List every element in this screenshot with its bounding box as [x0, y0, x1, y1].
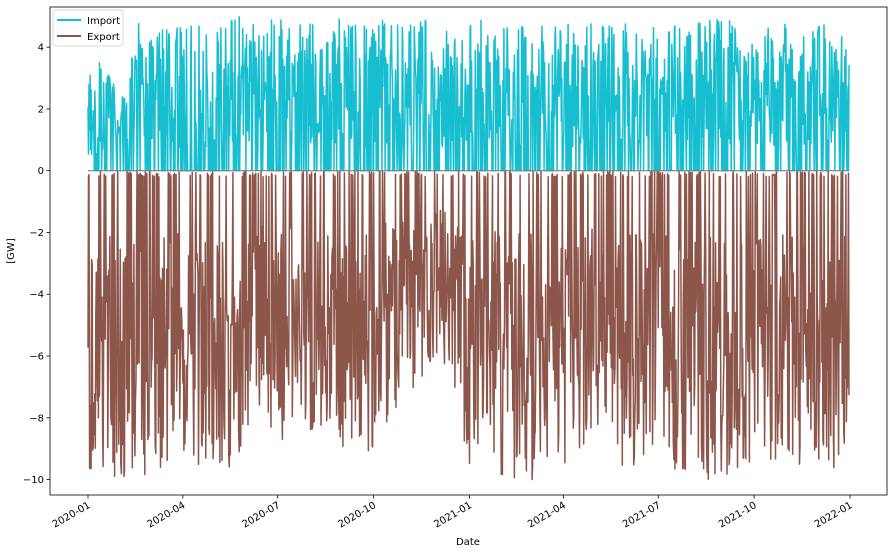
- y-tick-label: −4: [29, 290, 44, 301]
- y-tick-label: −2: [29, 228, 44, 239]
- y-tick-label: −10: [23, 475, 44, 486]
- y-tick-label: −6: [29, 352, 44, 363]
- y-tick-label: 0: [38, 166, 44, 177]
- y-tick-label: 4: [38, 43, 44, 54]
- x-axis-label: Date: [456, 537, 480, 548]
- series-line-export: [87, 169, 850, 481]
- legend: Import Export: [52, 9, 124, 47]
- y-axis-label: [GW]: [6, 238, 17, 264]
- legend-label-import: Import: [87, 16, 120, 27]
- y-axis: 4 2 0 −2 −4 −6 −8 −10: [23, 43, 50, 486]
- series-layer: [87, 16, 850, 481]
- legend-label-export: Export: [87, 32, 120, 43]
- y-tick-label: −8: [29, 413, 44, 424]
- plot-frame: [49, 6, 888, 496]
- y-tick-label: 2: [38, 104, 44, 115]
